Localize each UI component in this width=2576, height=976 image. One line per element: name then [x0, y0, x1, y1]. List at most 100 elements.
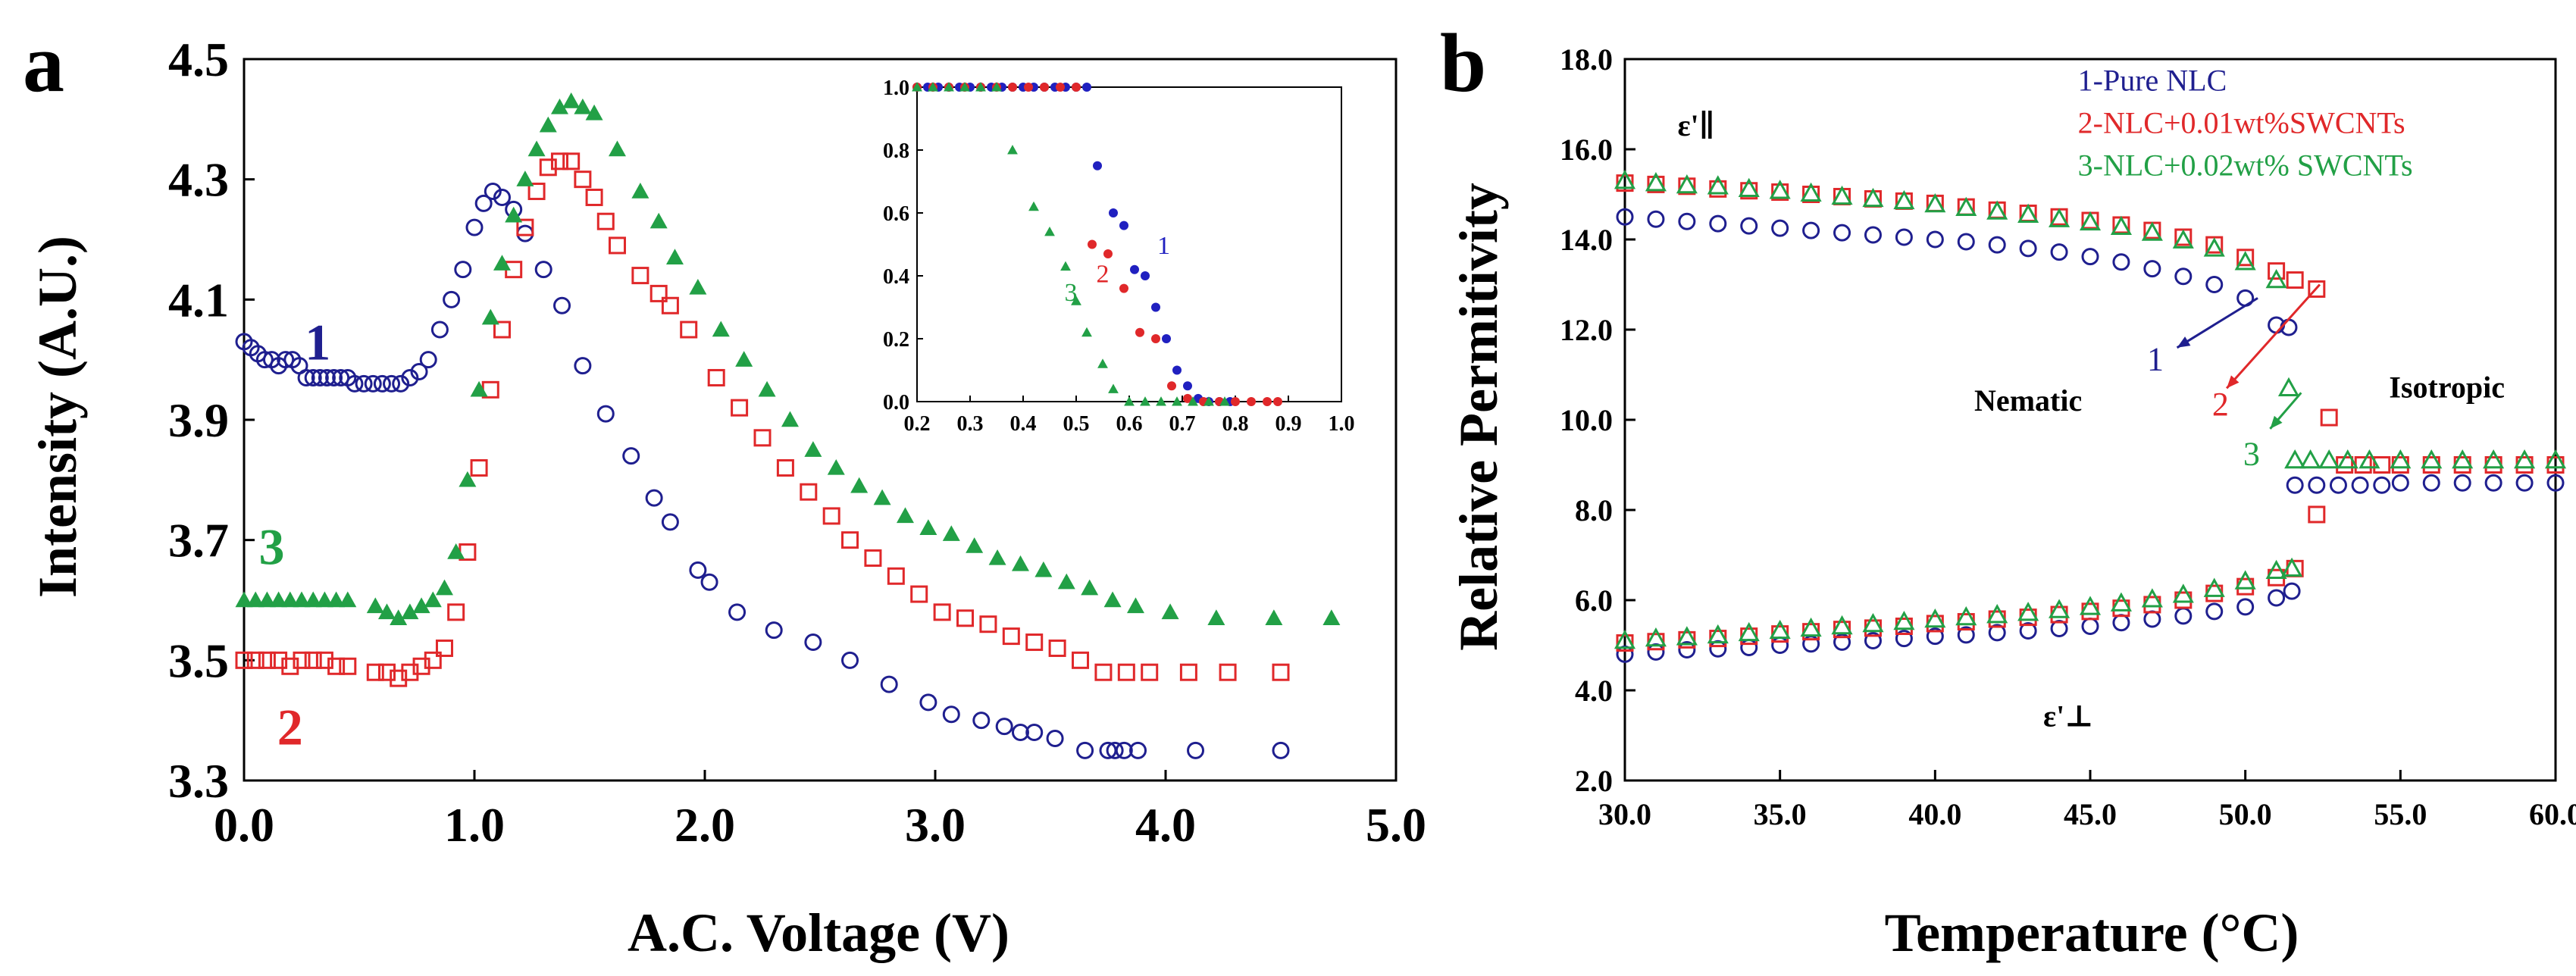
data-point: [1072, 651, 1090, 669]
series-annotation: 1: [305, 314, 330, 371]
inset-x-tick-label: 0.9: [1275, 412, 1302, 436]
data-point-parallel: [1986, 200, 2008, 220]
data-point-parallel: [2079, 211, 2102, 231]
data-point: [1161, 603, 1179, 620]
panel-a: a 3.3 3.5 3.7 3.9 4.1 4.3 4.5 0.0 1.0 2.0 3.0 4.0 5…: [23, 17, 1426, 963]
data-point-perp: [1740, 638, 1758, 656]
data-point-parallel: [1955, 196, 1977, 217]
data-point: [841, 651, 859, 669]
data-point: [933, 603, 951, 621]
data-point-parallel: [2143, 260, 2161, 278]
data-point: [270, 591, 288, 608]
data-point: [804, 441, 822, 457]
data-point: [493, 188, 511, 206]
data-point: [1322, 609, 1341, 625]
data-point-parallel: [1740, 217, 1758, 235]
data-point-iso: [2515, 474, 2534, 492]
data-point: [1272, 741, 1290, 759]
data-point: [258, 591, 276, 608]
inset-data-point: [1071, 296, 1081, 305]
data-point-perp: [1955, 606, 1977, 626]
data-point: [661, 513, 679, 531]
data-point: [1025, 724, 1044, 742]
inset-y-tick-label: 0.8: [883, 139, 909, 163]
data-point: [622, 447, 640, 465]
data-point: [366, 597, 384, 614]
inset-data-point: [1162, 334, 1171, 343]
data-point: [293, 651, 311, 669]
data-point: [1265, 609, 1283, 625]
y-tick-label: 4.5: [168, 33, 229, 86]
inset-data-point: [1203, 396, 1214, 406]
data-point-perp: [1645, 627, 1667, 647]
data-point-iso: [2391, 474, 2409, 492]
data-point-parallel: [2203, 237, 2225, 257]
data-point: [712, 321, 730, 337]
data-point-parallel: [2234, 251, 2256, 271]
data-point-iso: [2318, 449, 2340, 469]
data-point: [410, 363, 428, 381]
data-point: [574, 98, 592, 114]
data-point-iso: [2373, 456, 2391, 474]
arrow-head: [2270, 415, 2283, 429]
data-point: [1048, 639, 1066, 657]
data-point: [318, 368, 336, 386]
inset-data-point: [991, 82, 1002, 92]
y-tick-label: 12.0: [1560, 313, 1613, 347]
data-point: [355, 374, 373, 393]
data-point: [1126, 597, 1144, 614]
data-point-perp: [2050, 619, 2068, 637]
data-point-parallel: [2112, 253, 2130, 271]
data-point: [246, 591, 264, 608]
data-point-parallel: [1709, 214, 1727, 233]
inset-series-3: [912, 82, 1230, 406]
inset-x-tick-label: 0.8: [1222, 412, 1249, 436]
inset-x-tick-label: 1.0: [1329, 412, 1355, 436]
data-point: [293, 591, 311, 608]
x-tick-label: 60.0: [2529, 797, 2576, 831]
arrow-label: 3: [2243, 436, 2260, 473]
region-label: Nematic: [1974, 383, 2082, 418]
data-point-parallel: [1988, 236, 2006, 254]
data-point: [304, 368, 322, 386]
series-2: [1616, 174, 2565, 652]
data-point: [1117, 663, 1135, 681]
data-point: [412, 597, 430, 614]
panel-b: b 2.04.06.08.010.012.014.016.018.0 30.0 3…: [1440, 17, 2576, 963]
data-point-perp: [1833, 633, 1851, 651]
data-point-parallel: [2308, 280, 2326, 298]
data-point: [1219, 663, 1237, 681]
data-point-perp: [2234, 570, 2256, 590]
inset-data-point: [1040, 83, 1049, 92]
data-point: [753, 429, 772, 447]
inset-annotation: 1: [1157, 232, 1170, 260]
inset-data-point: [1183, 393, 1192, 403]
data-point-perp: [2268, 589, 2286, 607]
arrow-label: 2: [2212, 386, 2229, 423]
y-tick-label: 3.5: [168, 633, 229, 687]
data-point: [304, 591, 322, 608]
data-point-iso: [2337, 449, 2358, 469]
data-point-perp: [2265, 559, 2287, 580]
data-point: [574, 170, 592, 189]
series-3: [1614, 170, 2567, 649]
data-point: [896, 507, 914, 524]
panel-b-legend: 1-Pure NLC 2-NLC+0.01wt%SWCNTs 3-NLC+0.02w…: [2078, 64, 2413, 183]
inset-data-point: [1151, 302, 1160, 312]
inset-data-point: [1135, 327, 1144, 337]
series-1: [1616, 208, 2565, 663]
data-point-iso: [2514, 449, 2536, 469]
data-point-parallel: [2236, 249, 2255, 267]
data-point: [781, 411, 799, 427]
data-point-perp: [1707, 624, 1729, 644]
inset-x-tick-label: 0.2: [904, 412, 931, 436]
data-point: [401, 603, 419, 620]
inset-data-point: [1093, 161, 1102, 170]
data-point-iso: [2308, 476, 2326, 494]
panel-b-x-axis-label: Temperature (°C): [1885, 902, 2299, 963]
data-point-iso: [2422, 474, 2440, 492]
data-point: [470, 380, 488, 397]
data-point: [585, 188, 603, 206]
inset-annotation: 3: [1065, 279, 1078, 307]
data-point: [1057, 573, 1075, 590]
